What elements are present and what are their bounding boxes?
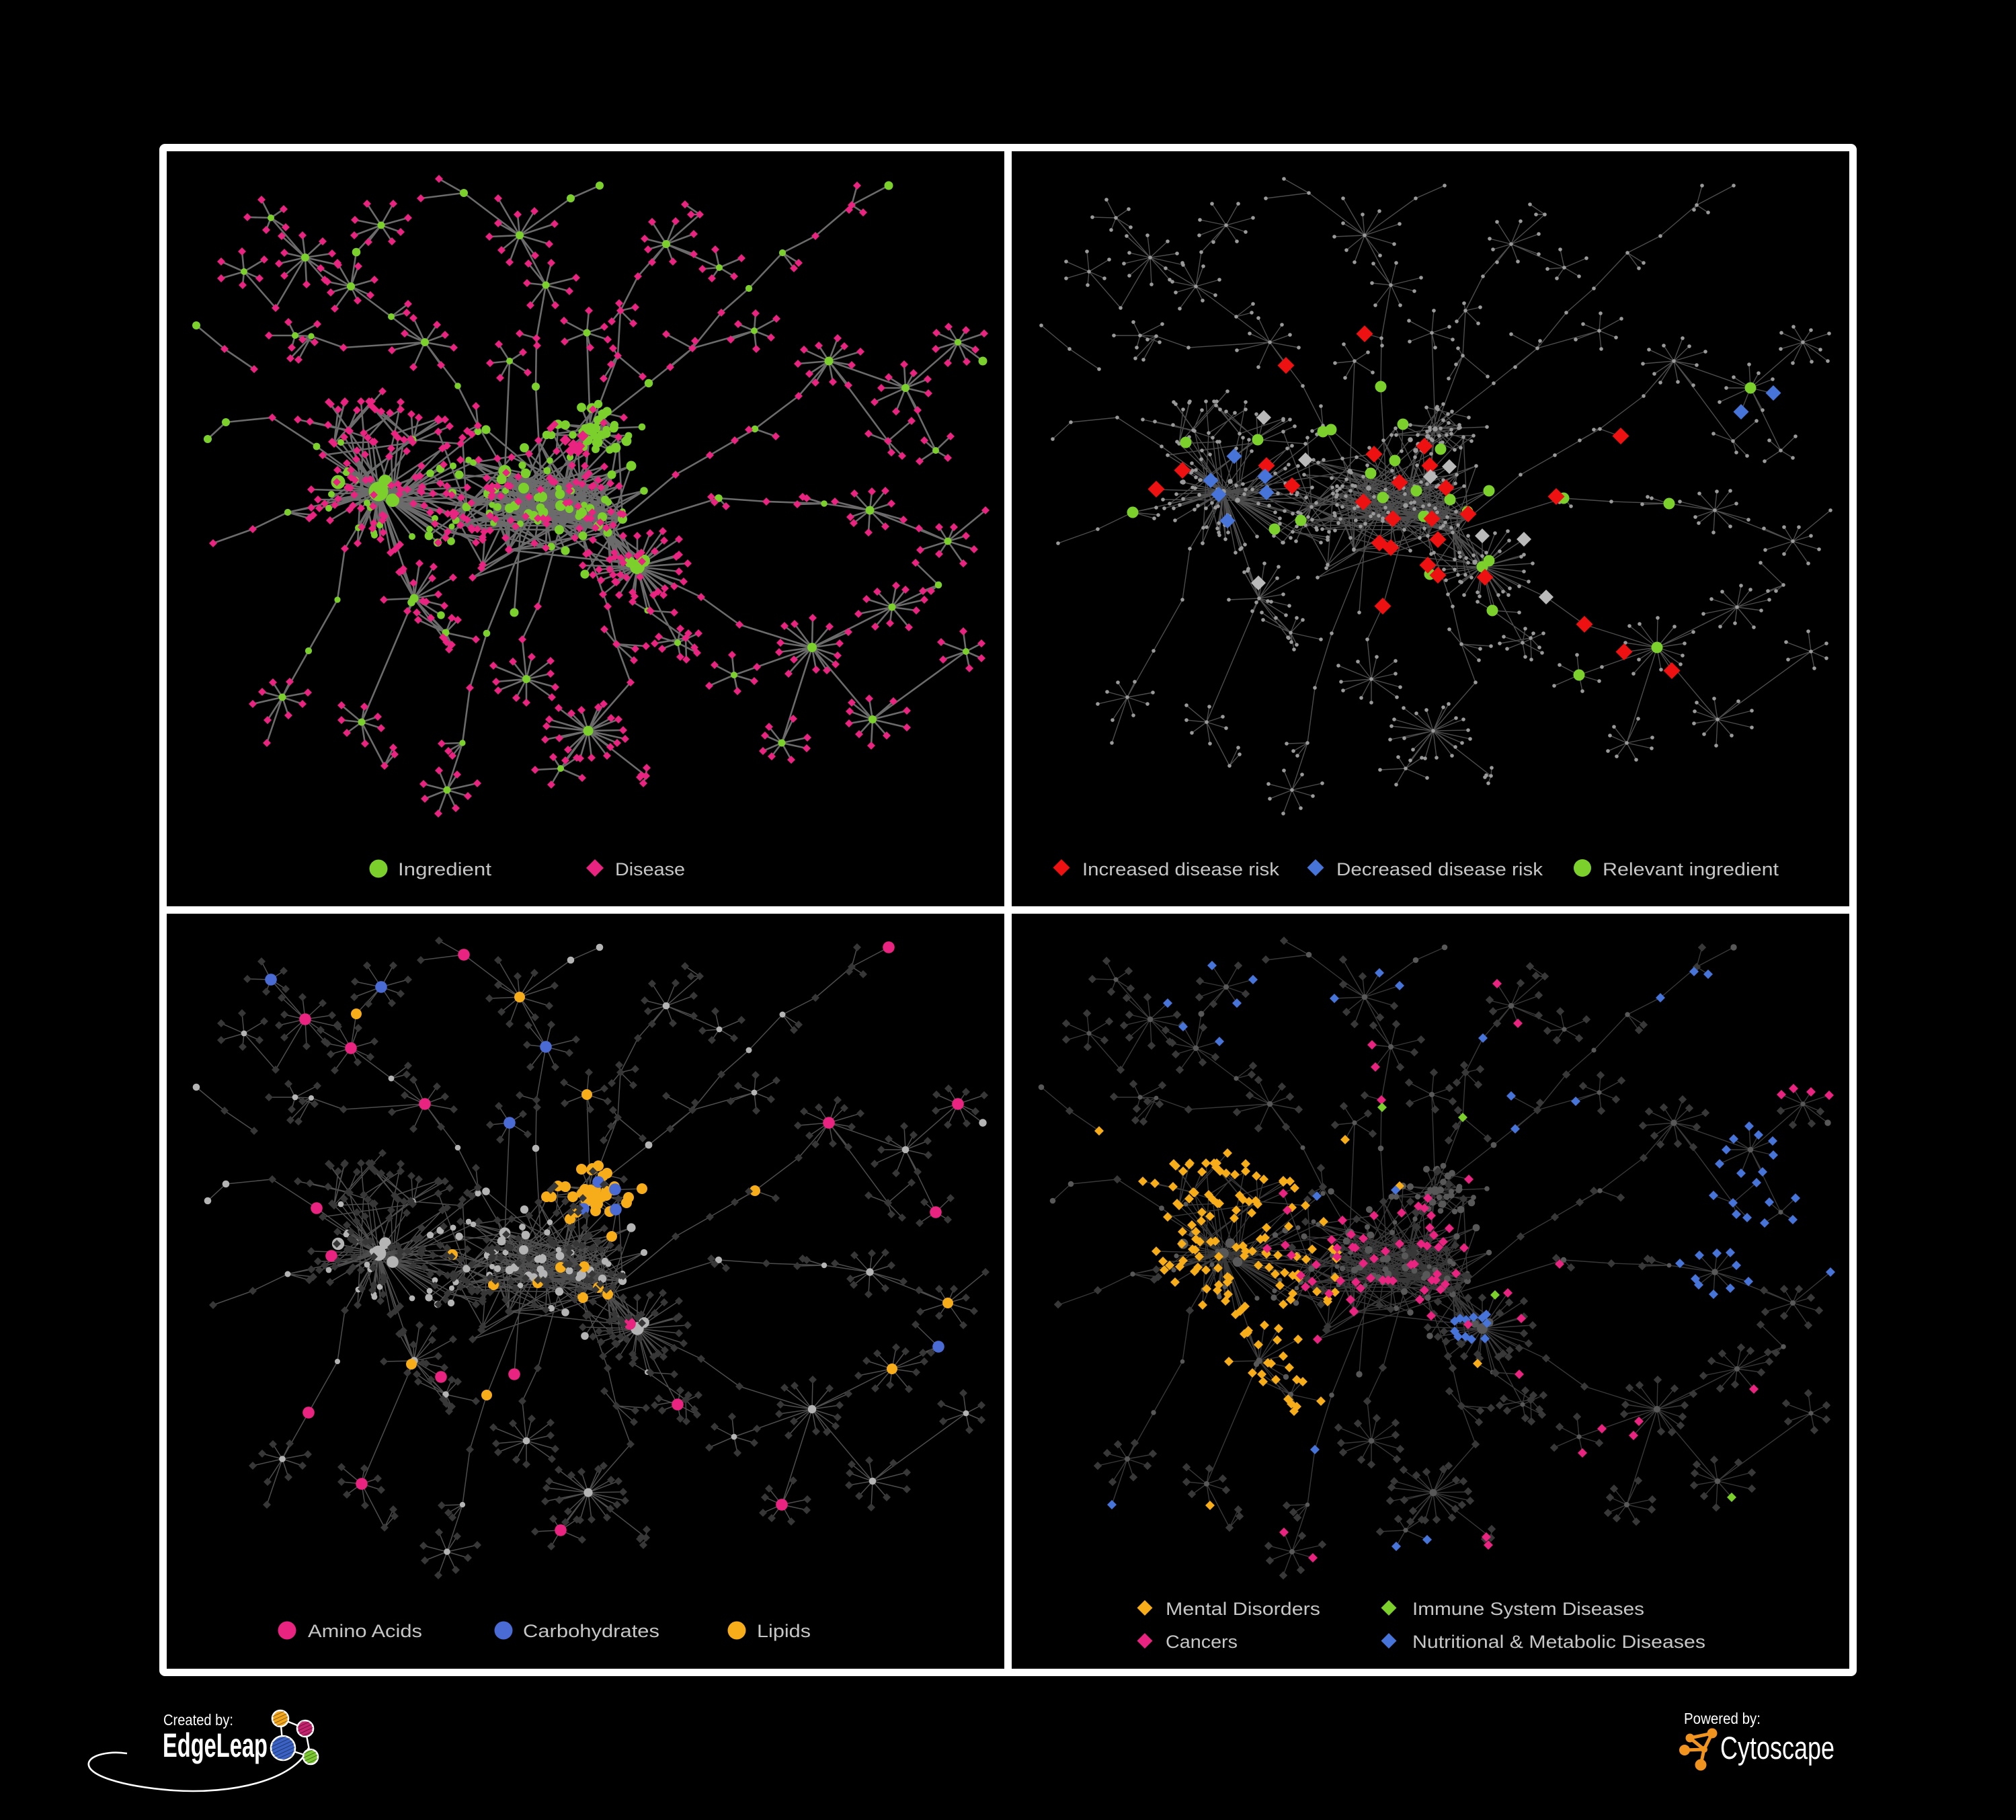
svg-text:Cancers: Cancers — [1166, 1632, 1238, 1652]
svg-text:Cytoscape: Cytoscape — [1720, 1730, 1834, 1766]
svg-text:Lipids: Lipids — [757, 1621, 811, 1641]
svg-text:Powered by:: Powered by: — [1684, 1710, 1761, 1727]
svg-text:Mental Disorders: Mental Disorders — [1166, 1599, 1320, 1619]
svg-text:Immune System Diseases: Immune System Diseases — [1412, 1599, 1644, 1619]
svg-text:Amino Acids: Amino Acids — [308, 1621, 422, 1641]
svg-text:Carbohydrates: Carbohydrates — [523, 1621, 659, 1641]
svg-text:Created by:: Created by: — [163, 1711, 233, 1729]
svg-text:EdgeLeap: EdgeLeap — [163, 1727, 268, 1764]
svg-text:Disease: Disease — [615, 859, 685, 879]
svg-text:Nutritional & Metabolic Diseas: Nutritional & Metabolic Diseases — [1412, 1632, 1705, 1652]
svg-text:Increased disease risk: Increased disease risk — [1082, 859, 1280, 879]
svg-text:Relevant ingredient: Relevant ingredient — [1603, 859, 1779, 879]
svg-text:Decreased disease risk: Decreased disease risk — [1336, 859, 1543, 879]
svg-text:Ingredient: Ingredient — [398, 859, 492, 879]
